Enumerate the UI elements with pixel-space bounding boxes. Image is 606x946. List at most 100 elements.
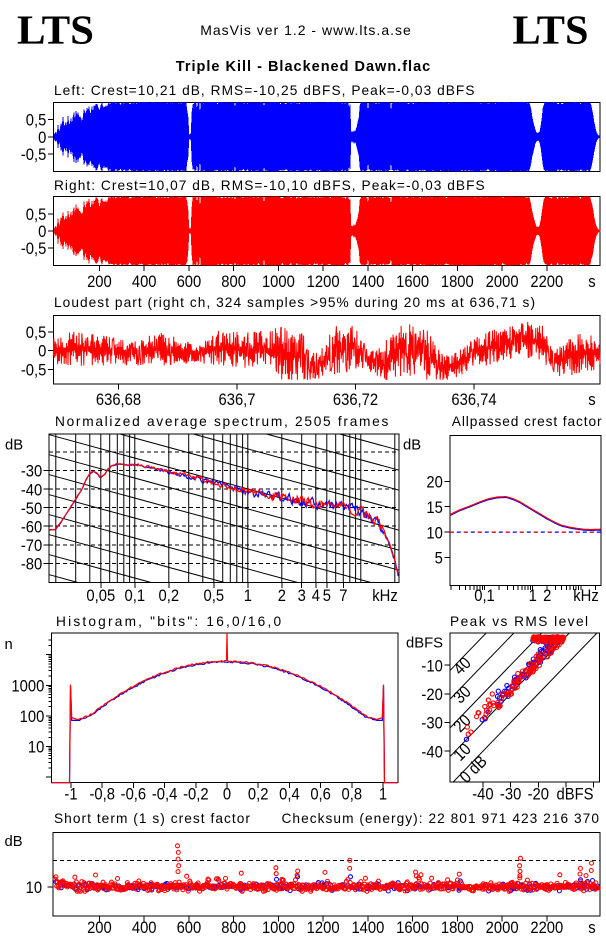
svg-text:4: 4 (312, 587, 320, 605)
svg-text:1600: 1600 (396, 273, 429, 291)
svg-text:Triple Kill - Blackened Dawn.f: Triple Kill - Blackened Dawn.flac (176, 59, 431, 75)
svg-text:0,1: 0,1 (125, 587, 146, 605)
svg-text:20: 20 (426, 474, 443, 492)
svg-text:600: 600 (177, 273, 202, 291)
svg-text:0: 0 (223, 786, 231, 804)
svg-text:LTS: LTS (17, 7, 94, 53)
svg-text:10: 10 (426, 524, 443, 542)
svg-text:1400: 1400 (351, 273, 384, 291)
svg-text:Peak vs RMS level: Peak vs RMS level (450, 614, 590, 629)
svg-text:3: 3 (298, 587, 306, 605)
svg-text:636,72: 636,72 (333, 391, 378, 409)
svg-text:1: 1 (379, 786, 387, 804)
svg-text:2200: 2200 (530, 919, 563, 937)
svg-text:800: 800 (221, 919, 246, 937)
svg-text:0: 0 (38, 129, 46, 147)
svg-text:kHz: kHz (573, 587, 598, 605)
svg-text:200: 200 (87, 273, 112, 291)
svg-text:Normalized average spectrum, 2: Normalized average spectrum, 2505 frames (55, 414, 390, 429)
svg-text:-30: -30 (500, 786, 521, 804)
svg-text:5: 5 (323, 587, 331, 605)
svg-text:2: 2 (278, 587, 286, 605)
svg-text:dBFS: dBFS (406, 636, 443, 652)
svg-text:636,7: 636,7 (219, 391, 256, 409)
svg-text:-0,5: -0,5 (21, 146, 47, 164)
svg-text:-80: -80 (21, 556, 42, 574)
svg-text:15: 15 (426, 499, 443, 517)
svg-text:-70: -70 (21, 537, 42, 555)
svg-text:-30: -30 (421, 715, 442, 733)
svg-text:-60: -60 (21, 519, 42, 537)
svg-text:0,5: 0,5 (204, 587, 225, 605)
svg-text:400: 400 (132, 919, 157, 937)
svg-text:-10: -10 (421, 657, 442, 675)
svg-text:-0,8: -0,8 (89, 786, 115, 804)
svg-text:MasVis ver 1.2 - www.lts.a.se: MasVis ver 1.2 - www.lts.a.se (200, 22, 412, 38)
svg-text:200: 200 (87, 919, 112, 937)
svg-text:1000: 1000 (262, 919, 295, 937)
svg-text:0,2: 0,2 (159, 587, 180, 605)
svg-text:Allpassed crest factor: Allpassed crest factor (452, 414, 603, 429)
svg-text:-50: -50 (21, 500, 42, 518)
svg-text:dB: dB (5, 834, 23, 850)
svg-text:400: 400 (132, 273, 157, 291)
svg-text:1: 1 (244, 587, 252, 605)
svg-text:s: s (588, 391, 595, 409)
svg-text:LTS: LTS (513, 7, 589, 53)
svg-text:2000: 2000 (486, 273, 519, 291)
svg-text:2: 2 (543, 587, 551, 605)
svg-text:dB: dB (5, 438, 23, 454)
svg-text:7: 7 (339, 587, 347, 605)
svg-text:1200: 1200 (307, 919, 340, 937)
svg-text:-0,6: -0,6 (121, 786, 147, 804)
svg-text:Right: Crest=10,07 dB, RMS=-10: Right: Crest=10,07 dB, RMS=-10,10 dBFS, … (54, 178, 486, 193)
svg-text:636,74: 636,74 (451, 391, 496, 409)
svg-text:40: 40 (450, 654, 475, 679)
svg-text:Short term (1 s) crest factor: Short term (1 s) crest factor (54, 811, 251, 826)
svg-text:-40: -40 (421, 744, 442, 762)
svg-text:1600: 1600 (396, 919, 429, 937)
svg-text:1200: 1200 (307, 273, 340, 291)
svg-text:600: 600 (177, 919, 202, 937)
svg-text:-40: -40 (472, 786, 493, 804)
svg-text:-20: -20 (421, 686, 442, 704)
svg-text:-40: -40 (21, 481, 42, 499)
svg-text:800: 800 (221, 273, 246, 291)
svg-text:dBFS: dBFS (557, 786, 594, 804)
svg-text:0,8: 0,8 (342, 786, 363, 804)
svg-text:2000: 2000 (486, 919, 519, 937)
svg-text:0: 0 (38, 223, 46, 241)
svg-text:dB: dB (403, 438, 421, 454)
svg-text:0,6: 0,6 (310, 786, 331, 804)
svg-text:0,5: 0,5 (26, 206, 47, 224)
svg-text:636,68: 636,68 (96, 391, 141, 409)
svg-text:Left: Crest=10,21 dB, RMS=-10,: Left: Crest=10,21 dB, RMS=-10,25 dBFS, P… (54, 83, 476, 98)
svg-text:5: 5 (435, 550, 443, 568)
svg-text:20: 20 (450, 712, 475, 737)
svg-text:1000: 1000 (11, 678, 44, 696)
svg-text:Histogram, "bits": 16,0/16,0: Histogram, "bits": 16,0/16,0 (56, 614, 283, 629)
svg-text:0,1: 0,1 (474, 587, 495, 605)
svg-text:100: 100 (20, 708, 45, 726)
svg-text:-0,2: -0,2 (183, 786, 209, 804)
svg-text:1: 1 (529, 587, 537, 605)
svg-text:0,2: 0,2 (248, 786, 269, 804)
svg-text:-1: -1 (64, 786, 77, 804)
svg-text:10: 10 (28, 739, 45, 757)
svg-text:30: 30 (450, 683, 475, 708)
svg-text:0,4: 0,4 (279, 786, 300, 804)
svg-text:-30: -30 (21, 463, 42, 481)
svg-text:Loudest part (right ch, 324 sa: Loudest part (right ch, 324 samples >95%… (54, 295, 536, 310)
svg-text:0,05: 0,05 (86, 587, 115, 605)
svg-text:1800: 1800 (441, 919, 474, 937)
svg-text:0: 0 (38, 343, 46, 361)
svg-text:-0,5: -0,5 (21, 240, 47, 258)
svg-text:0,5: 0,5 (26, 324, 47, 342)
svg-text:Checksum (energy): 22 801 971: Checksum (energy): 22 801 971 423 216 37… (281, 811, 600, 826)
svg-text:-0,5: -0,5 (21, 362, 47, 380)
svg-text:-0,4: -0,4 (152, 786, 178, 804)
svg-text:1400: 1400 (351, 919, 384, 937)
svg-text:0,5: 0,5 (26, 112, 47, 130)
svg-text:s: s (588, 919, 595, 937)
svg-text:n: n (5, 637, 13, 653)
